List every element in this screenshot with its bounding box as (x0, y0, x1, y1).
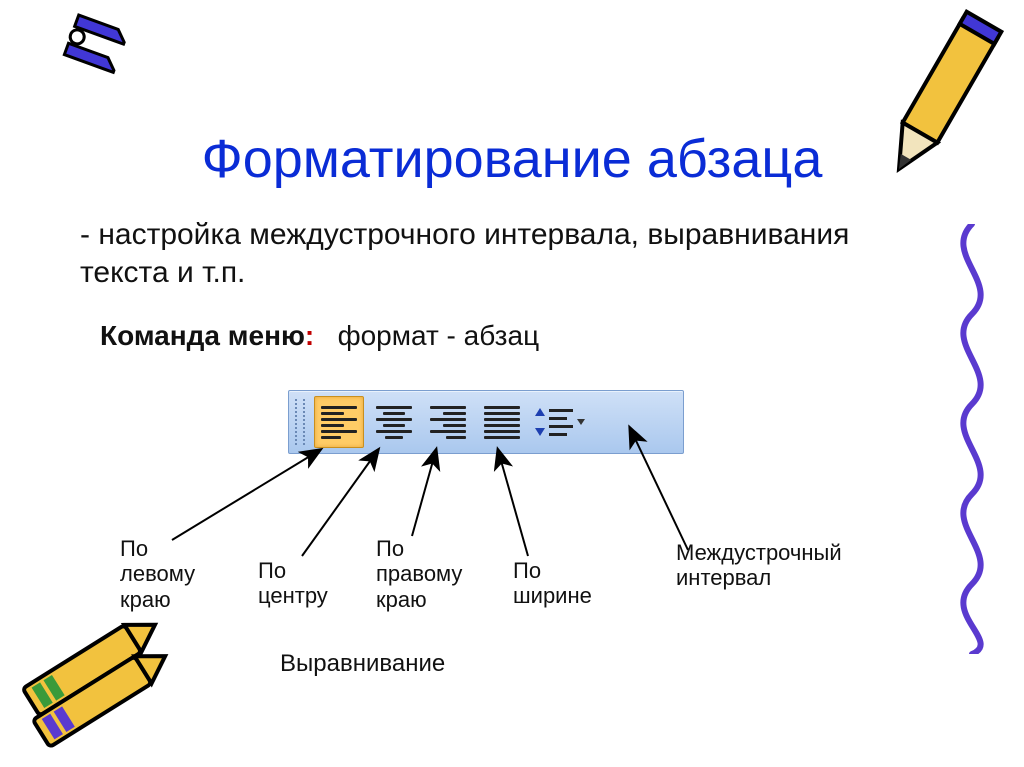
spacing-lines-icon (549, 409, 573, 436)
spacing-arrows-icon (535, 408, 545, 436)
paragraph-toolbar (288, 390, 684, 454)
menu-value: формат - абзац (338, 320, 540, 351)
callout-label-right: По правому краю (376, 536, 462, 612)
alignment-group-label: Выравнивание (280, 650, 445, 678)
arrow-left (172, 450, 320, 540)
callout-label-justify: По ширине (513, 558, 592, 609)
callout-label-center: По центру (258, 558, 328, 609)
menu-label: Команда меню (100, 320, 305, 351)
pencil-icon (860, 8, 1020, 188)
align-justify-button[interactable] (478, 397, 526, 447)
align-center-button[interactable] (370, 397, 418, 447)
arrow-justify (498, 450, 528, 556)
squiggle-icon (932, 224, 1012, 654)
menu-colon: : (305, 320, 314, 351)
align-center-icon (376, 406, 412, 439)
clip-icon (48, 4, 138, 94)
align-justify-icon (484, 406, 520, 439)
line-spacing-button[interactable] (532, 397, 588, 447)
align-right-button[interactable] (424, 397, 472, 447)
align-left-button[interactable] (314, 396, 364, 448)
arrow-right (412, 450, 436, 536)
arrow-center (302, 450, 378, 556)
callout-label-spacing: Междустрочный интервал (676, 540, 842, 591)
align-right-icon (430, 406, 466, 439)
align-left-icon (321, 406, 357, 439)
crayons-icon (4, 608, 194, 767)
menu-command-line: Команда меню: формат - абзац (100, 320, 539, 352)
subtitle-text: - настройка междустрочного интервала, вы… (80, 216, 900, 291)
callout-label-left: По левому краю (120, 536, 195, 612)
toolbar-grip (295, 399, 305, 445)
dropdown-caret-icon (577, 419, 585, 425)
